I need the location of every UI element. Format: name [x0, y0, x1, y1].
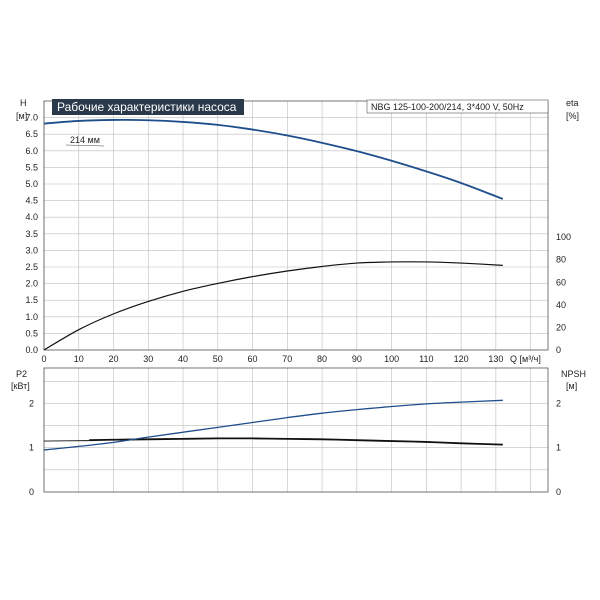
top-y-tick-label: 6.5 [25, 129, 38, 139]
chart-subtitle: NBG 125-100-200/214, 3*400 V, 50Hz [371, 102, 524, 112]
chart-title: Рабочие характеристики насоса [57, 100, 237, 114]
x-tick-label: 80 [317, 354, 327, 364]
top-panel-grid [43, 101, 548, 351]
top-right-axis-label-unit: [%] [566, 111, 579, 121]
top-y-tick-label: 0.0 [25, 345, 38, 355]
top-y2-tick-label: 40 [556, 300, 566, 310]
top-x-tick-labels: 0 10 20 30 40 50 60 70 80 90 100 110 120 130 [41, 354, 503, 364]
bottom-y2-tick-label: 0 [556, 487, 561, 497]
npsh-curve-line [43, 399, 503, 451]
bottom-right-axis-label-unit: [м] [566, 381, 577, 391]
bottom-y-tick-label: 1 [29, 443, 34, 453]
top-y-tick-label: 2.5 [25, 262, 38, 272]
bottom-y2-tick-label: 2 [556, 398, 561, 408]
bottom-panel-grid [43, 368, 548, 493]
bottom-left-axis-label-unit: [кВт] [11, 381, 30, 391]
bottom-y-tick-labels: 0 1 2 [29, 398, 34, 497]
x-tick-label: 100 [384, 354, 399, 364]
top-y-tick-label: 7.0 [25, 113, 38, 123]
top-y-tick-label: 1.0 [25, 312, 38, 322]
impeller-annotation: 214 мм [70, 135, 100, 145]
bottom-y-tick-label: 0 [29, 487, 34, 497]
x-tick-label: 50 [213, 354, 223, 364]
top-y-tick-label: 4.0 [25, 212, 38, 222]
bottom-right-axis-label-name: NPSH [561, 369, 586, 379]
top-y-tick-label: 3.0 [25, 245, 38, 255]
top-y-tick-label: 5.5 [25, 162, 38, 172]
x-tick-label: 10 [74, 354, 84, 364]
title-box [52, 99, 244, 115]
top-left-axis-label-unit: [м] [16, 111, 27, 121]
bottom-y2-tick-label: 1 [556, 443, 561, 453]
x-tick-label: 110 [419, 354, 433, 364]
top-y2-tick-label: 20 [556, 322, 566, 332]
model-box [366, 99, 549, 114]
x-tick-label: 130 [488, 354, 503, 364]
bottom-panel-frame [43, 367, 549, 493]
x-tick-label: 90 [352, 354, 362, 364]
top-y-tick-label: 0.5 [25, 328, 38, 338]
x-axis-label: Q [м³/ч] [510, 354, 541, 364]
efficiency-curve-line [43, 261, 503, 351]
top-y-tick-label: 1.5 [25, 295, 38, 305]
head-curve-line [43, 118, 504, 200]
power-curve-line [89, 437, 503, 446]
top-y2-tick-labels: 0 20 40 60 80 100 [556, 232, 571, 355]
bottom-series-group [43, 399, 503, 451]
x-tick-label: 0 [41, 354, 46, 364]
top-series-group [43, 118, 504, 351]
top-y-tick-label: 3.5 [25, 229, 38, 239]
top-y2-tick-label: 100 [556, 232, 571, 242]
top-y-tick-label: 5.0 [25, 179, 38, 189]
annotation-leader-line [65, 144, 105, 147]
top-y2-tick-label: 80 [556, 255, 566, 265]
top-left-axis-label-name: H [20, 98, 27, 108]
x-tick-label: 60 [248, 354, 258, 364]
top-y-tick-label: 4.5 [25, 196, 38, 206]
x-tick-label: 20 [109, 354, 119, 364]
x-tick-label: 40 [178, 354, 188, 364]
top-y2-tick-label: 0 [556, 345, 561, 355]
x-tick-label: 70 [282, 354, 292, 364]
top-y2-tick-label: 60 [556, 277, 566, 287]
top-y-tick-label: 2.0 [25, 279, 38, 289]
top-y-tick-labels: 0.0 0.5 1.0 1.5 2.0 2.5 3.0 3.5 4.0 4.5 5.0 5.5 6.0 6… [25, 113, 38, 355]
bottom-y-tick-label: 2 [29, 398, 34, 408]
bottom-y2-tick-labels: 0 1 2 [556, 398, 561, 497]
top-y-tick-label: 6.0 [25, 146, 38, 156]
x-tick-label: 30 [143, 354, 153, 364]
x-tick-label: 120 [454, 354, 469, 364]
bottom-left-axis-label-name: P2 [16, 369, 27, 379]
top-right-axis-label-name: eta [566, 98, 579, 108]
top-panel-frame [43, 100, 549, 351]
